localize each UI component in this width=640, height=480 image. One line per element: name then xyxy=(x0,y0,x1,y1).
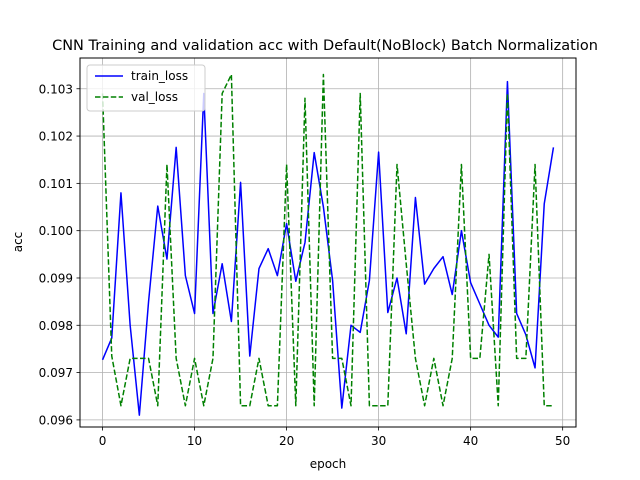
chart-title: CNN Training and validation acc with Def… xyxy=(52,38,598,54)
y-tick-label: 0.097 xyxy=(39,366,73,380)
x-tick-label: 30 xyxy=(371,434,386,448)
x-axis-label: epoch xyxy=(310,457,347,471)
x-tick-label: 10 xyxy=(187,434,202,448)
y-tick-label: 0.100 xyxy=(39,224,73,238)
y-tick-label: 0.102 xyxy=(39,130,73,144)
series-line-train-loss xyxy=(101,80,555,416)
y-tick-label: 0.096 xyxy=(39,413,73,427)
y-tick-label: 0.103 xyxy=(39,82,73,96)
y-tick-label: 0.101 xyxy=(39,177,73,191)
y-tick-label: 0.098 xyxy=(39,319,73,333)
series-lines xyxy=(101,73,555,416)
x-tick-label: 50 xyxy=(555,434,570,448)
x-axis: 0 10 20 30 40 50 xyxy=(99,427,570,448)
legend: train_loss val_loss xyxy=(86,64,206,112)
series-line-val-loss xyxy=(101,73,554,407)
y-axis: 0.096 0.097 0.098 0.099 0.100 0.101 0.102 0.103 xyxy=(39,82,80,427)
x-tick-label: 20 xyxy=(279,434,294,448)
x-tick-label: 0 xyxy=(99,434,107,448)
legend-label-train-loss: train_loss xyxy=(131,69,188,83)
y-axis-label: acc xyxy=(11,232,25,253)
plot-frame xyxy=(79,57,577,428)
x-tick-label: 40 xyxy=(463,434,478,448)
y-tick-label: 0.099 xyxy=(39,271,73,285)
legend-label-val-loss: val_loss xyxy=(131,90,178,104)
